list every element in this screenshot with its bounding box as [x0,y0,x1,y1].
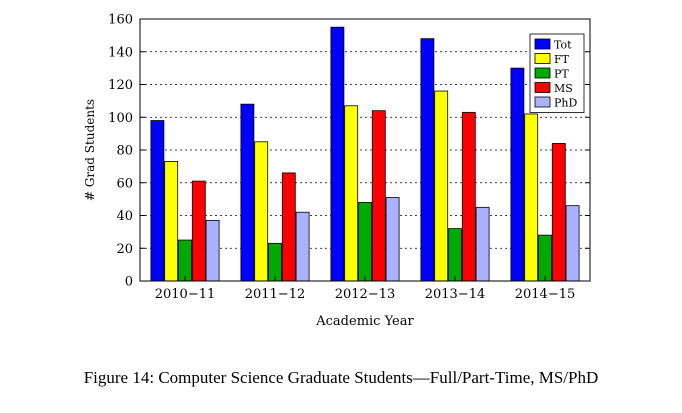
legend-swatch-tot [534,38,551,50]
x-tick-label: 2011−12 [245,287,306,302]
y-tick-label: 120 [108,78,133,93]
bar-tot [420,38,435,282]
figure-caption: Figure 14: Computer Science Graduate Stu… [83,368,599,387]
y-tick-label: 160 [108,13,133,28]
legend-label-pt: PT [554,68,569,81]
y-tick-label: 60 [116,176,133,191]
legend-swatch-ms [534,82,551,93]
bar-tot [510,67,525,282]
bar-ft [344,105,359,282]
legend-swatch-phd [534,96,551,108]
y-tick-label: 100 [108,111,133,126]
legend-label-ms: MS [554,82,573,95]
legend-swatch-ft [534,53,551,64]
bar-phd [565,205,580,282]
bar-ft [524,113,539,282]
bar-pt [448,228,462,282]
x-tick-label: 2010−11 [155,287,216,302]
y-tick-label: 140 [108,45,133,60]
bar-tot [330,26,345,282]
x-tick-label: 2013−14 [425,287,486,302]
x-tick-label: 2012−13 [335,287,396,302]
bar-pt [178,239,192,282]
x-axis-ticks: 2010−11 2011−12 2012−13 2013−14 2014−15 [155,276,576,302]
bar-ms [191,180,206,282]
bar-pt [358,201,372,282]
y-axis-ticks: 0 20 40 60 80 100 120 140 160 [108,13,590,290]
legend-label-phd: PhD [554,97,577,110]
y-tick-label: 0 [125,275,133,290]
bar-ms [281,172,296,282]
bar-ft [434,90,449,282]
x-axis-label: Academic Year [315,314,414,329]
bar-phd [295,211,310,282]
legend-label-tot: Tot [554,39,572,52]
bar-pt [268,242,282,282]
bar-tot [240,103,255,282]
y-tick-label: 80 [116,144,133,159]
legend-swatch-pt [534,67,551,79]
bar-phd [205,220,220,282]
grad-students-bar-chart: 0 20 40 60 80 100 120 140 160 2010−11 2011−12 2012… [83,13,591,329]
legend-label-ft: FT [554,53,570,66]
y-axis-label: # Grad Students [83,99,97,201]
bar-phd [475,206,490,282]
bar-phd [385,197,400,282]
bar-ms [461,111,476,282]
bar-ft [164,161,179,282]
x-tick-label: 2014−15 [515,287,576,302]
bar-ft [254,141,269,282]
bar-pt [538,234,552,282]
bar-ms [551,143,566,282]
bars [150,26,580,282]
y-tick-label: 40 [116,209,133,224]
bar-tot [150,120,165,282]
y-tick-label: 20 [116,242,133,257]
bar-ms [371,110,386,282]
